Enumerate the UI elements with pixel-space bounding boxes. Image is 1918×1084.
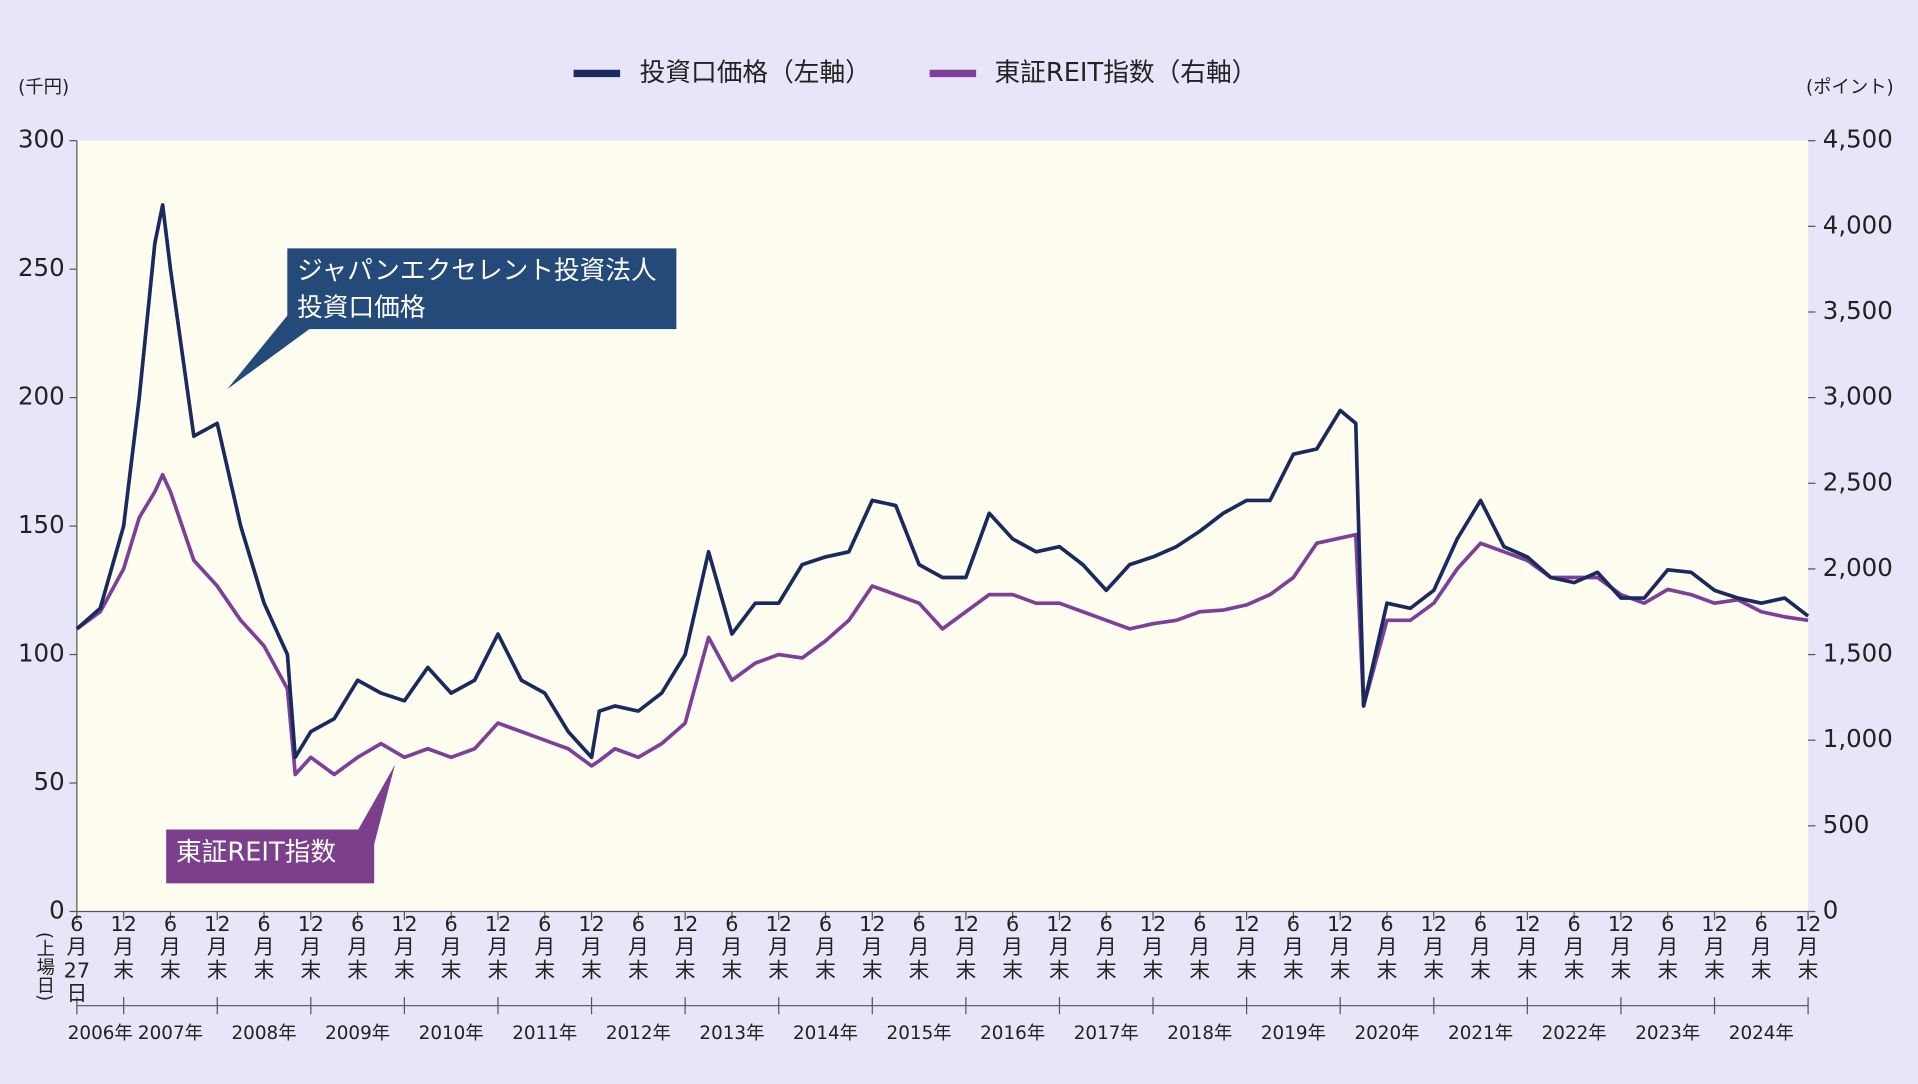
y-tick-label: 250 <box>18 253 65 282</box>
x-tick-label: 12 月末 <box>1046 912 1072 982</box>
year-label: 2012年 <box>606 1023 671 1044</box>
year-label: 2008年 <box>232 1023 297 1044</box>
x-tick-label: 12 月末 <box>391 912 417 982</box>
x-tick-label: 6 月末 <box>160 912 181 982</box>
annotation-box <box>166 829 375 884</box>
x-tick-label: 12 月末 <box>1608 912 1634 982</box>
x-tick-label: 12 月末 <box>1140 912 1166 982</box>
x-tick-label: 6 月末 <box>1751 912 1772 982</box>
x-tick-label: 12 月末 <box>204 912 230 982</box>
y2-tick-label: 2,500 <box>1823 467 1893 496</box>
x-tick-label: 12 月末 <box>110 912 136 982</box>
x-tick-label: 12 月末 <box>1514 912 1540 982</box>
listing-note: (上場日) <box>34 932 55 1001</box>
annotation-text: ジャパンエクセレント投資法人 <box>297 256 657 286</box>
series-line <box>75 203 1810 760</box>
x-tick-label: 12 月末 <box>859 912 885 982</box>
year-label: 2015年 <box>887 1023 952 1044</box>
y2-axis-label: (ポイント) <box>1806 77 1894 98</box>
x-tick-label: 6 月 27 日 <box>64 912 90 1006</box>
x-tick-label: 12 月末 <box>485 912 511 982</box>
x-tick-label: 6 月末 <box>1189 912 1210 982</box>
y2-tick-label: 4,500 <box>1823 125 1893 154</box>
x-tick-label: 6 月末 <box>254 912 275 982</box>
x-tick-label: 12 月末 <box>578 912 604 982</box>
year-label: 2014年 <box>793 1023 858 1044</box>
year-label: 2023年 <box>1635 1023 1700 1044</box>
y2-tick-label: 1,000 <box>1823 724 1893 753</box>
y-tick-label: 300 <box>18 125 65 154</box>
x-tick-label: 6 月末 <box>1002 912 1023 982</box>
y-axis-label: (千円) <box>18 77 69 98</box>
x-tick-label: 6 月末 <box>1283 912 1304 982</box>
y2-tick-label: 0 <box>1823 895 1839 924</box>
annotation-pointer <box>227 315 310 390</box>
year-label: 2007年 <box>138 1023 203 1044</box>
y-tick-label: 200 <box>18 382 65 411</box>
x-tick-label: 12 月末 <box>765 912 791 982</box>
x-tick-label: 12 月末 <box>672 912 698 982</box>
series-line <box>75 472 1809 777</box>
y2-tick-label: 4,000 <box>1823 210 1893 239</box>
year-label: 2020年 <box>1354 1023 1419 1044</box>
x-tick-label: 6 月末 <box>815 912 836 982</box>
x-tick-label: 6 月末 <box>1096 912 1117 982</box>
x-tick-label: 6 月末 <box>534 912 555 982</box>
year-label: 2017年 <box>1074 1023 1139 1044</box>
x-tick-label: 12 月末 <box>1795 912 1821 982</box>
x-tick-label: 12 月末 <box>1421 912 1447 982</box>
x-tick-label: 6 月末 <box>909 912 930 982</box>
x-tick-label: 6 月末 <box>1377 912 1398 982</box>
y2-tick-label: 500 <box>1823 810 1870 839</box>
x-tick-label: 6 月末 <box>1564 912 1585 982</box>
x-tick-label: 12 月末 <box>298 912 324 982</box>
y-tick-label: 150 <box>18 510 65 539</box>
y-tick-label: 100 <box>18 639 65 668</box>
x-tick-label: 6 月末 <box>347 912 368 982</box>
y2-tick-label: 3,500 <box>1823 296 1893 325</box>
x-tick-label: 6 月末 <box>1470 912 1491 982</box>
year-label: 2022年 <box>1542 1023 1607 1044</box>
annotation-pointer <box>358 764 395 845</box>
x-tick-label: 6 月末 <box>441 912 462 982</box>
year-label: 2010年 <box>419 1023 484 1044</box>
x-tick-label: 12 月末 <box>1327 912 1353 982</box>
x-tick-label: 12 月末 <box>953 912 979 982</box>
year-label: 2016年 <box>980 1023 1045 1044</box>
year-label: 2019年 <box>1261 1023 1326 1044</box>
x-tick-label: 6 月末 <box>1657 912 1678 982</box>
x-tick-label: 12 月末 <box>1701 912 1727 982</box>
legend-label: 東証REIT指数（右軸） <box>994 58 1257 88</box>
annotation-text: 東証REIT指数 <box>176 837 336 867</box>
y2-tick-label: 1,500 <box>1823 639 1893 668</box>
x-tick-label: 12 月末 <box>1233 912 1259 982</box>
y-tick-label: 50 <box>34 767 65 796</box>
annotation-text: 投資口価格 <box>297 293 426 323</box>
year-label: 2011年 <box>512 1023 577 1044</box>
y-tick-label: 0 <box>49 895 65 924</box>
x-tick-label: 6 月末 <box>722 912 743 982</box>
y2-tick-label: 3,000 <box>1823 382 1893 411</box>
annotation-box <box>287 248 677 330</box>
year-label: 2021年 <box>1448 1023 1513 1044</box>
year-label: 2024年 <box>1729 1023 1794 1044</box>
year-label: 2013年 <box>699 1023 764 1044</box>
year-label: 2009年 <box>325 1023 390 1044</box>
year-label: 2018年 <box>1167 1023 1232 1044</box>
legend-label: 投資口価格（左軸） <box>640 58 871 88</box>
x-tick-label: 6 月末 <box>628 912 649 982</box>
y2-tick-label: 2,000 <box>1823 553 1893 582</box>
year-label: 2006年 <box>68 1023 133 1044</box>
